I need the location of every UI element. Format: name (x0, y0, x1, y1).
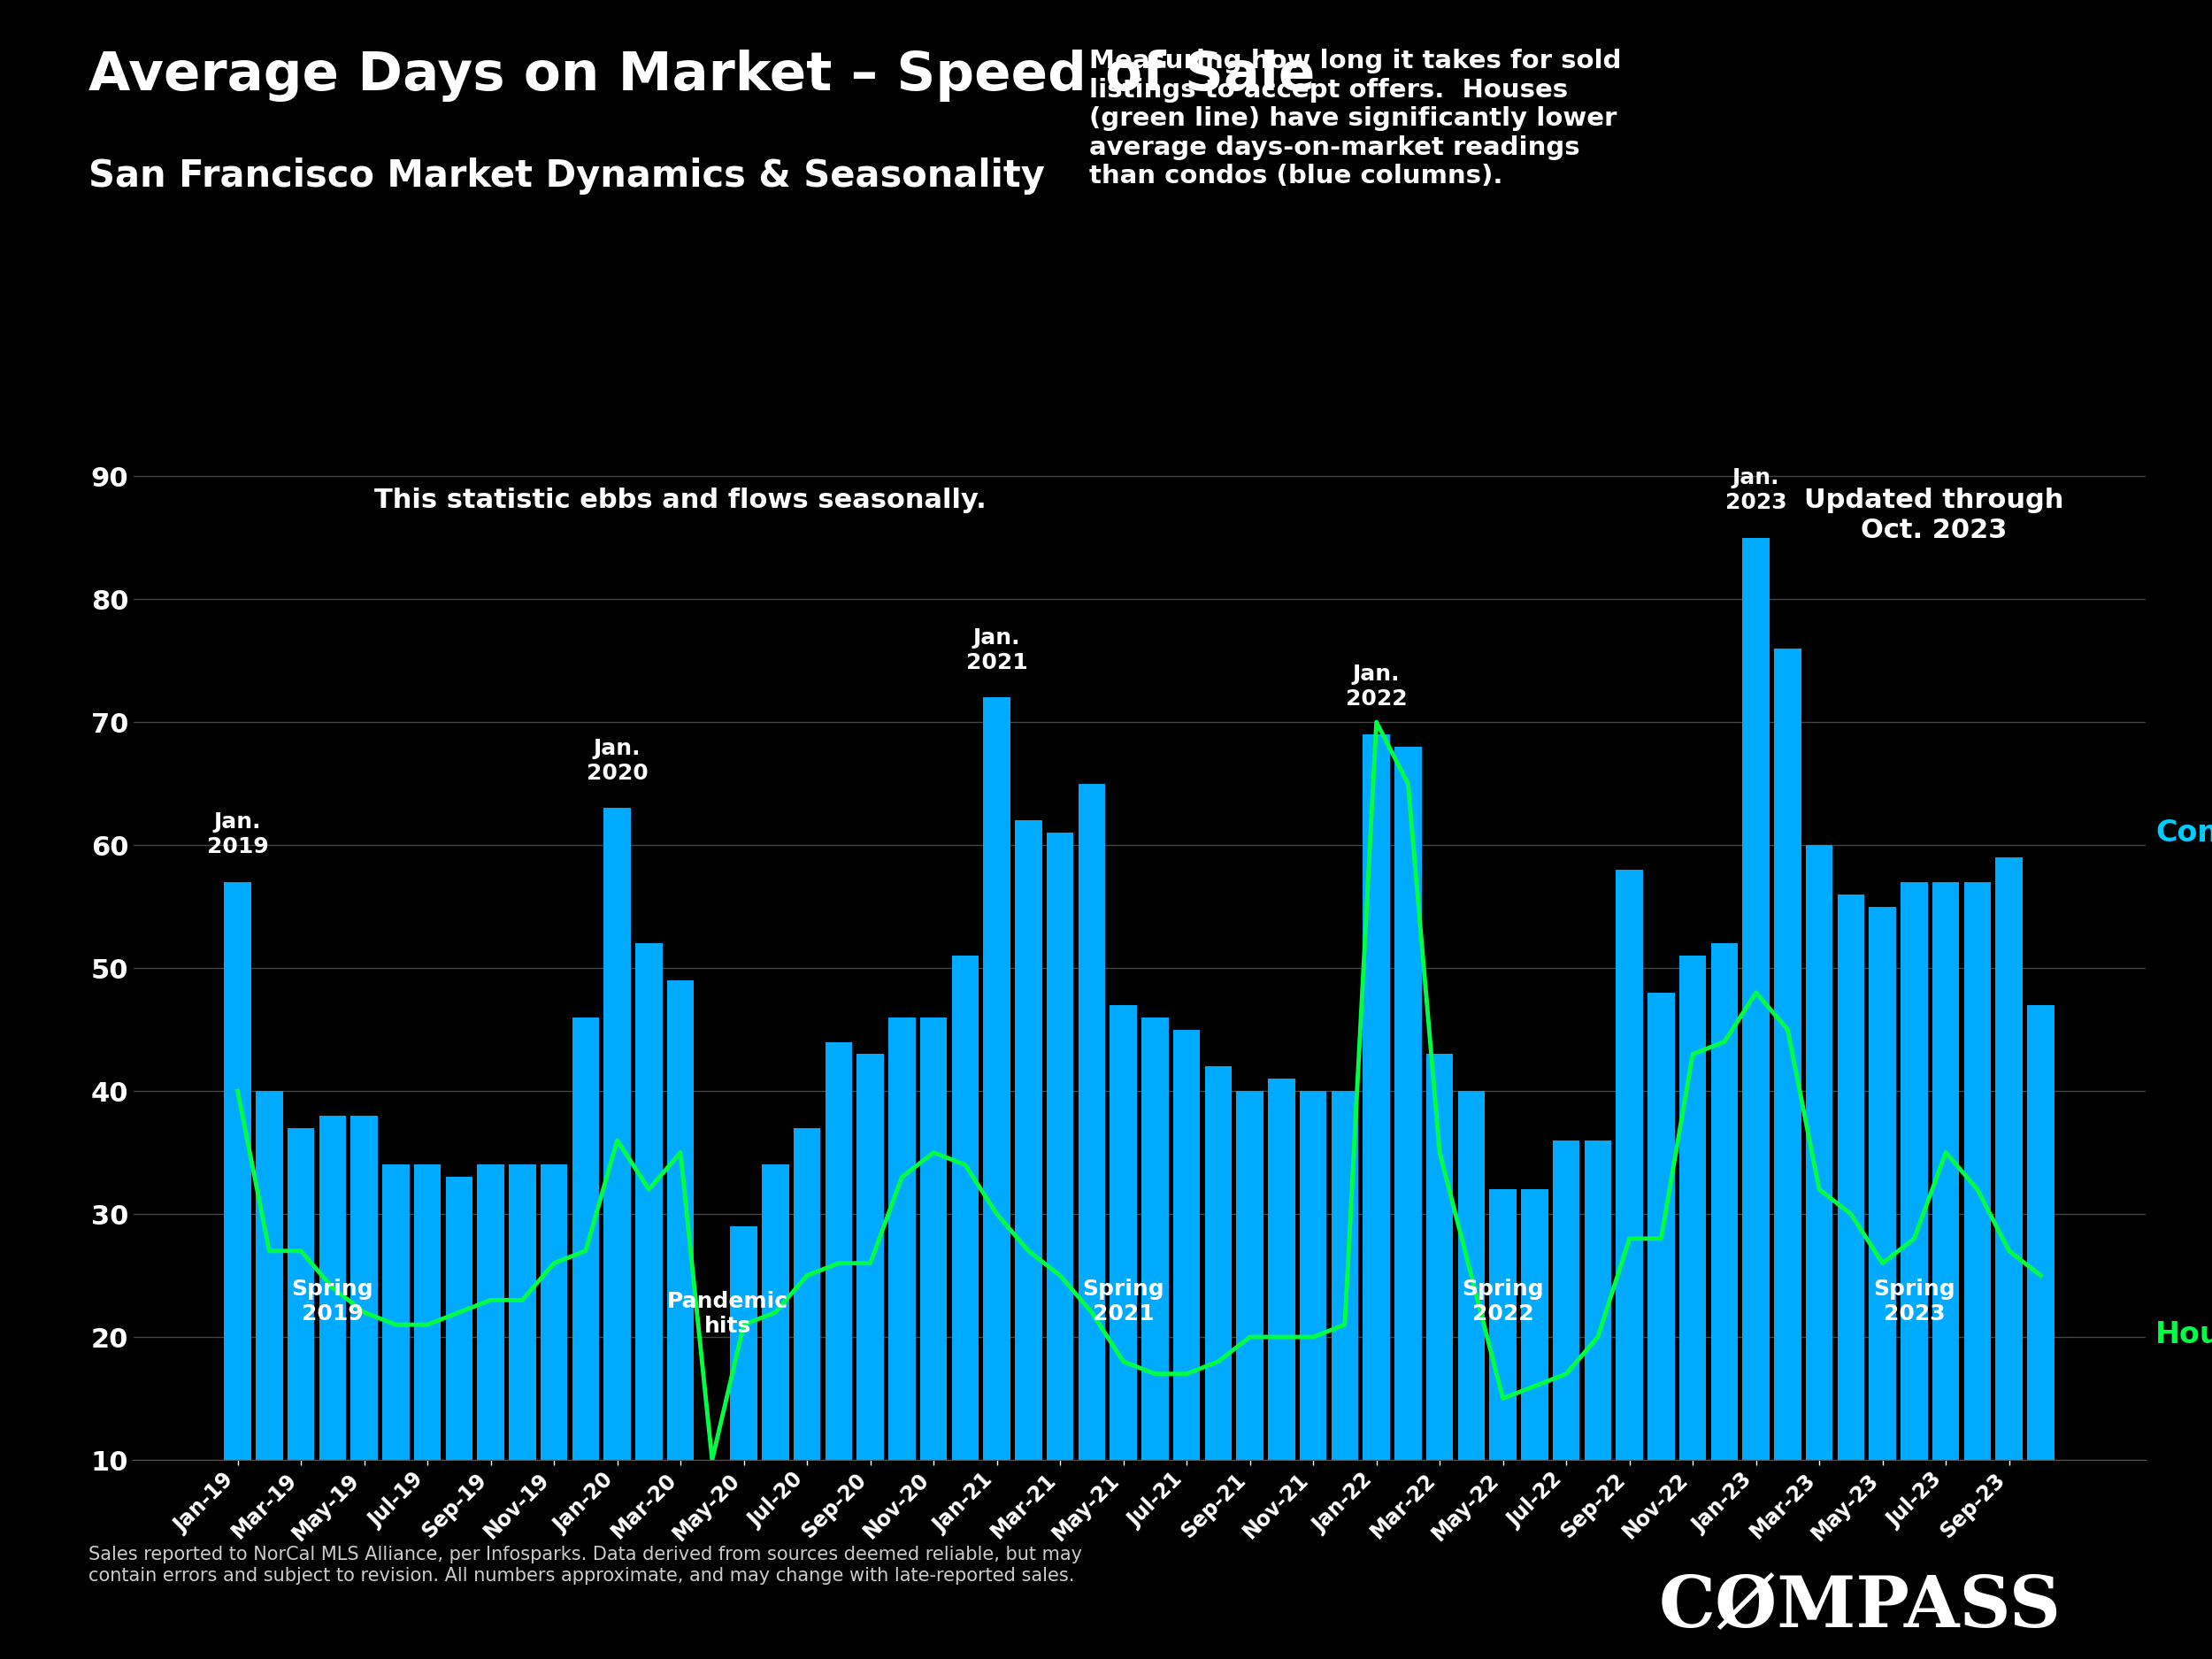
Bar (604, 808, 630, 1583)
Text: San Francisco Market Dynamics & Seasonality: San Francisco Market Dynamics & Seasonal… (88, 158, 1044, 194)
Bar (478, 1165, 504, 1583)
Bar (1900, 883, 1927, 1583)
Text: Jan.
2023: Jan. 2023 (1725, 468, 1787, 513)
Bar (414, 1165, 440, 1583)
Bar (794, 1128, 821, 1583)
Text: Spring
2019: Spring 2019 (292, 1279, 374, 1324)
Bar (1743, 538, 1770, 1583)
Bar (1489, 1190, 1517, 1583)
Text: Jan.
2020: Jan. 2020 (586, 738, 648, 783)
Bar (1933, 883, 1960, 1583)
Bar (699, 1460, 726, 1583)
Bar (540, 1165, 568, 1583)
Bar (1679, 956, 1705, 1583)
Bar (1648, 992, 1674, 1583)
Text: Condos: Condos (2157, 818, 2212, 848)
Bar (1110, 1005, 1137, 1583)
Bar (984, 697, 1011, 1583)
Bar (1617, 869, 1644, 1583)
Bar (1458, 1092, 1484, 1583)
Text: This statistic ebbs and flows seasonally.: This statistic ebbs and flows seasonally… (374, 488, 987, 514)
Text: Updated through
Oct. 2023: Updated through Oct. 2023 (1805, 488, 2064, 542)
Bar (1172, 1030, 1201, 1583)
Bar (1267, 1078, 1294, 1583)
Bar (288, 1128, 314, 1583)
Text: Jan.
2019: Jan. 2019 (206, 811, 268, 858)
Text: Measuring how long it takes for sold
listings to accept offers.  Houses
(green l: Measuring how long it takes for sold lis… (1088, 48, 1621, 189)
Bar (257, 1092, 283, 1583)
Text: Spring
2023: Spring 2023 (1874, 1279, 1955, 1324)
Bar (856, 1053, 885, 1583)
Bar (445, 1178, 473, 1583)
Bar (1522, 1190, 1548, 1583)
Bar (223, 883, 252, 1583)
Bar (1301, 1092, 1327, 1583)
Bar (2026, 1005, 2055, 1583)
Bar (1332, 1092, 1358, 1583)
Bar (1427, 1053, 1453, 1583)
Text: Houses: Houses (2157, 1321, 2212, 1349)
Bar (920, 1017, 947, 1583)
Bar (730, 1226, 757, 1583)
Bar (1774, 649, 1801, 1583)
Bar (1553, 1140, 1579, 1583)
Bar (509, 1165, 535, 1583)
Bar (1964, 883, 1991, 1583)
Text: Spring
2022: Spring 2022 (1462, 1279, 1544, 1324)
Bar (761, 1165, 790, 1583)
Bar (573, 1017, 599, 1583)
Text: Jan.
2022: Jan. 2022 (1345, 664, 1407, 710)
Text: Spring
2021: Spring 2021 (1082, 1279, 1164, 1324)
Bar (951, 956, 978, 1583)
Text: Sales reported to NorCal MLS Alliance, per Infosparks. Data derived from sources: Sales reported to NorCal MLS Alliance, p… (88, 1546, 1082, 1584)
Bar (1141, 1017, 1168, 1583)
Bar (1710, 944, 1739, 1583)
Text: Average Days on Market – Speed of Sale: Average Days on Market – Speed of Sale (88, 50, 1316, 101)
Text: Jan.
2021: Jan. 2021 (967, 627, 1029, 674)
Bar (635, 944, 661, 1583)
Bar (1869, 906, 1896, 1583)
Bar (1046, 833, 1073, 1583)
Bar (1206, 1067, 1232, 1583)
Bar (1394, 747, 1422, 1583)
Bar (383, 1165, 409, 1583)
Text: Pandemic
hits: Pandemic hits (668, 1291, 790, 1337)
Bar (1077, 783, 1106, 1583)
Bar (1584, 1140, 1610, 1583)
Bar (889, 1017, 916, 1583)
Bar (1363, 735, 1389, 1583)
Text: CØMPASS: CØMPASS (1659, 1573, 2062, 1642)
Bar (1995, 858, 2022, 1583)
Bar (1237, 1092, 1263, 1583)
Bar (1015, 821, 1042, 1583)
Bar (668, 980, 695, 1583)
Bar (825, 1042, 852, 1583)
Bar (1838, 894, 1865, 1583)
Bar (1805, 844, 1834, 1583)
Bar (319, 1115, 345, 1583)
Bar (352, 1115, 378, 1583)
